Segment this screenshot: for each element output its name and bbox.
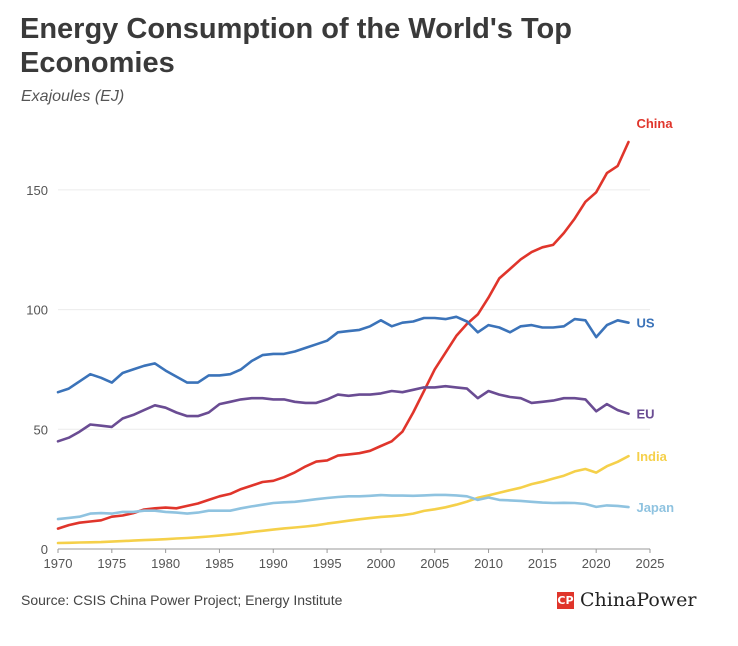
y-tick-label-100: 100: [26, 303, 48, 318]
y-tick-label-0: 0: [41, 542, 48, 557]
chart-title: Energy Consumption of the World's Top Ec…: [20, 13, 572, 79]
x-tick-label-2010: 2010: [474, 556, 503, 571]
line-chart: 0 50 100 150 1970 1975 1980 1985 1990 1995 2000 200…: [26, 116, 674, 571]
y-tick-label-150: 150: [26, 183, 48, 198]
x-tick-label-1980: 1980: [151, 556, 180, 571]
x-tick-label-1985: 1985: [205, 556, 234, 571]
series-label-india: India: [636, 449, 667, 464]
brand-name: ChinaPower: [580, 589, 697, 611]
x-tick-label-1990: 1990: [259, 556, 288, 571]
x-tick-label-2015: 2015: [528, 556, 557, 571]
x-tick-label-1975: 1975: [97, 556, 126, 571]
x-tick-label-2025: 2025: [636, 556, 665, 571]
series-lines: [56, 140, 630, 545]
chinapower-logo-icon: CP: [557, 591, 574, 609]
source-note: Source: CSIS China Power Project; Energy…: [21, 592, 343, 608]
axes: 0 50 100 150 1970 1975 1980 1985 1990 1995 2000 200…: [26, 183, 664, 571]
chart-subtitle: Exajoules (EJ): [21, 88, 125, 105]
series-line-eu: [56, 384, 630, 443]
x-tick-label-2020: 2020: [582, 556, 611, 571]
series-label-china: China: [636, 116, 673, 131]
x-tick-label-1995: 1995: [313, 556, 342, 571]
x-tick-label-1970: 1970: [44, 556, 73, 571]
x-tick-label-2005: 2005: [420, 556, 449, 571]
series-label-us: US: [636, 316, 654, 331]
y-tick-label-50: 50: [34, 422, 48, 437]
series-line-china: [56, 140, 630, 530]
brand-logo: CP ChinaPower: [557, 589, 696, 611]
series-label-japan: Japan: [636, 500, 674, 515]
series-labels: China US EU India Japan: [636, 116, 674, 515]
x-tick-label-2000: 2000: [366, 556, 395, 571]
series-label-eu: EU: [636, 407, 654, 422]
series-line-us: [56, 315, 630, 394]
series-line-india: [56, 454, 630, 545]
gridlines: [58, 189, 650, 430]
series-line-japan: [56, 493, 630, 521]
